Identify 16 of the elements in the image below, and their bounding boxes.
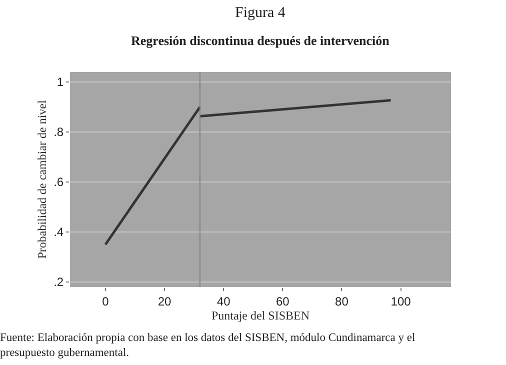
source-note: Fuente: Elaboración propia con base en los datos del SISBEN, módulo Cundinamarca y el presupuesto gubernamental. [0, 332, 416, 359]
y-axis-title: Probabilidad de cambiar de nivel [34, 100, 49, 259]
chart-subtitle: Regresión discontinua después de intervención [131, 33, 390, 48]
x-tick-label: 40 [216, 294, 231, 308]
x-tick-label: 20 [158, 294, 172, 308]
x-tick-label: 0 [102, 294, 110, 308]
y-tick-label: .6 [54, 175, 64, 190]
x-axis-title: Puntaje del SISBEN [212, 308, 310, 322]
y-tick-label: 1 [56, 75, 64, 90]
y-tick-label: .4 [54, 225, 64, 240]
y-tick-label: .2 [54, 275, 64, 290]
chart-title: Figura 4 [235, 5, 286, 21]
x-tick-label: 80 [335, 294, 349, 308]
y-tick-label: .8 [54, 125, 64, 140]
x-tick-label: 60 [276, 294, 290, 308]
x-tick-label: 100 [390, 294, 412, 308]
